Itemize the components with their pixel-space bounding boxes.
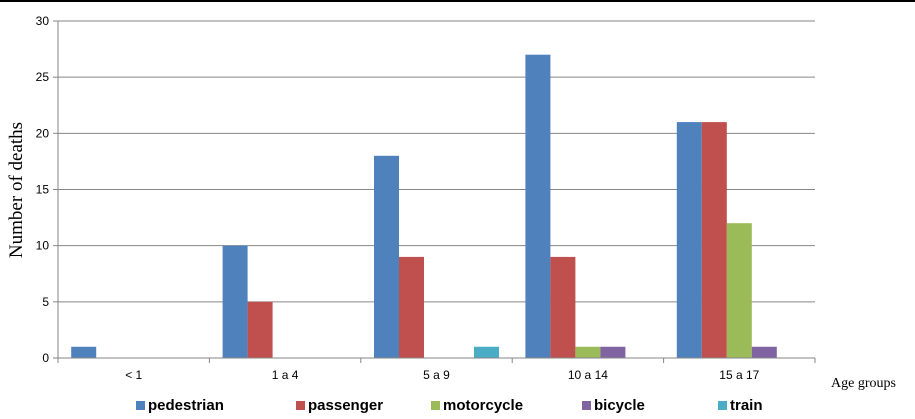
legend-swatch-train xyxy=(718,401,727,410)
legend-label-train: train xyxy=(730,397,763,414)
bar-motorcycle xyxy=(726,223,752,358)
x-tick-label: 5 a 9 xyxy=(423,368,450,382)
bar-pedestrian xyxy=(676,122,702,358)
bar-train xyxy=(474,346,499,358)
gridlines xyxy=(58,20,815,303)
x-axis-label: Age groups xyxy=(831,376,896,391)
legend-label-pedestrian: pedestrian xyxy=(148,397,224,414)
x-tick-label: 15 a 17 xyxy=(719,368,759,382)
legend-label-bicycle: bicycle xyxy=(594,397,645,414)
legend-label-passenger: passenger xyxy=(308,397,383,414)
y-tick-label: 25 xyxy=(36,70,50,84)
bar-bicycle xyxy=(751,346,777,358)
legend-swatch-passenger xyxy=(296,401,305,410)
y-tick-label: 5 xyxy=(42,295,49,309)
y-tick-label: 30 xyxy=(36,14,50,28)
legend-swatch-bicycle xyxy=(582,401,591,410)
y-tick-label: 15 xyxy=(36,183,50,197)
bar-passenger xyxy=(701,122,727,358)
bar-pedestrian xyxy=(525,54,551,358)
axes: 0 5 10 15 20 25 30 < 1 1 a 4 5 a 9 10 a 14 15 a 17 xyxy=(36,14,816,382)
legend-swatch-motorcycle xyxy=(431,401,440,410)
legend-swatch-pedestrian xyxy=(136,401,145,410)
y-tick-label: 0 xyxy=(42,351,49,365)
x-tick-label: 10 a 14 xyxy=(568,368,608,382)
bars xyxy=(71,54,777,358)
bar-bicycle xyxy=(600,346,626,358)
y-axis-label: Number of deaths xyxy=(6,122,27,258)
x-tick-label: 1 a 4 xyxy=(272,368,299,382)
bar-motorcycle xyxy=(575,346,601,358)
bar-passenger xyxy=(550,256,576,358)
legend: pedestrian passenger motorcycle bicycle trai… xyxy=(136,397,763,414)
bar-passenger xyxy=(399,256,424,358)
x-tick-label: < 1 xyxy=(125,368,142,382)
bar-pedestrian xyxy=(71,346,97,358)
bar-pedestrian xyxy=(222,245,248,358)
bar-pedestrian xyxy=(374,155,399,358)
y-tick-label: 20 xyxy=(36,126,50,140)
bar-passenger xyxy=(247,301,273,358)
legend-label-motorcycle: motorcycle xyxy=(443,397,523,414)
y-tick-label: 10 xyxy=(36,239,50,253)
